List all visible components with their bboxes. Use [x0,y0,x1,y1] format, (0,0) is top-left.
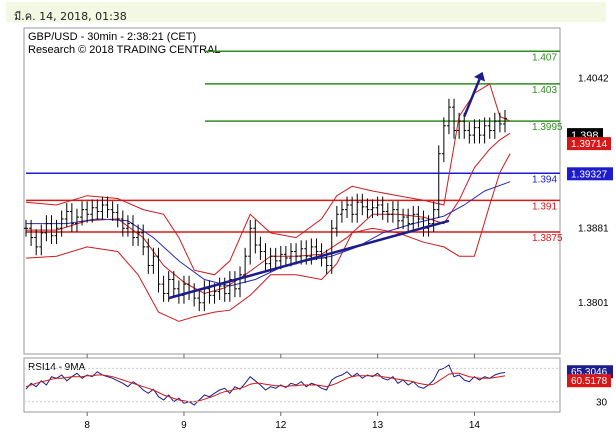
rsi-panel-frame [23,357,561,413]
forecast-arrow-line [463,78,481,117]
level-label-2: 1.3995 [532,122,563,133]
main-plot: 1.407 1.403 1.3995 1.394 1.39327 1.391 1.3875 [24,50,613,322]
forecast-arrow-head [473,71,486,82]
level-label-1: 1.403 [532,85,557,96]
rsi-title: RSI14 - 9MA [28,362,86,373]
y-tick-1: 1.3881 [578,223,609,234]
x-tick-label-4: 14 [469,420,481,431]
chart-subtitle: Research © 2018 TRADING CENTRAL [28,44,221,56]
rsi-value-label: 65.3046 [571,367,608,378]
rsi-ma-value-label: 60.5178 [571,376,608,387]
rsi-line [25,364,506,406]
rsi-tick-0: 30 [596,398,608,409]
x-tick-label-3: 13 [372,420,384,431]
date-header: มี.ค. 14, 2018, 01:38 [6,2,606,23]
level-label-5: 1.3875 [532,233,563,244]
level-label-0: 1.407 [532,52,557,63]
red-price-bg [567,137,611,151]
main-panel-frame [23,27,561,355]
red-price-label: 1.39714 [571,139,608,150]
support-trendline [168,219,450,300]
y-tick-0: 1.3801 [578,298,609,309]
level-tag-bg-3 [567,167,613,181]
rsi-ma-value-bg [567,374,611,388]
date-time-label: มี.ค. 14, 2018, 01:38 [14,10,127,23]
rsi-ma-line [25,372,506,403]
x-tick-label-0: 8 [84,420,90,431]
x-tick-label-2: 12 [275,420,287,431]
x-tick-label-1: 9 [181,420,187,431]
bollinger-lower [25,153,511,322]
y-tick-2: 1.4042 [578,73,609,84]
level-label-3: 1.394 [532,174,557,185]
level-label-4: 1.391 [532,201,557,212]
level-tag-3: 1.39327 [571,169,608,180]
chart-title: GBP/USD - 30min - 2:38:21 (CET) [28,31,196,43]
